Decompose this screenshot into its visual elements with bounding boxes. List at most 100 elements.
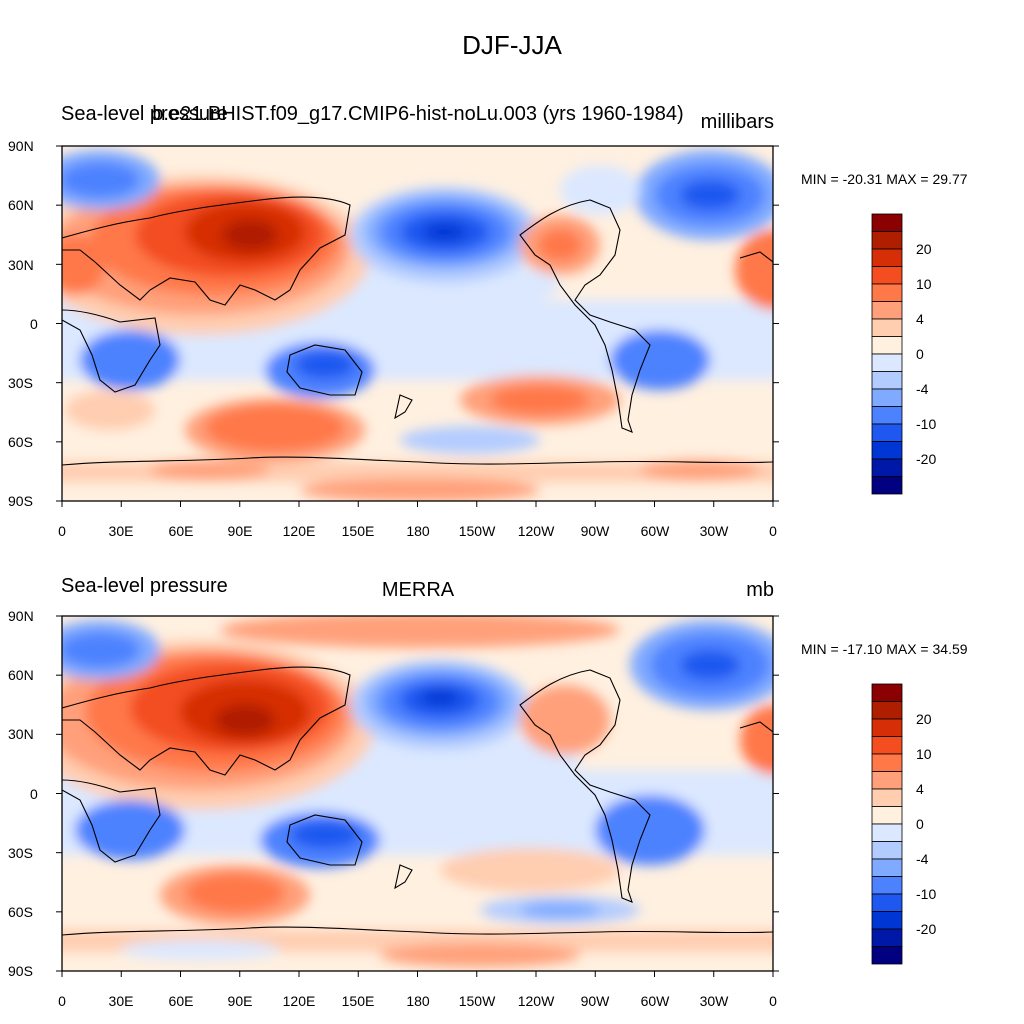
panel2-colorbar-label: -20 <box>916 921 937 937</box>
axis-ticks <box>56 145 779 977</box>
colorbar-swatch <box>871 388 903 407</box>
colorbar-swatch <box>871 476 903 495</box>
colorbar-swatch <box>871 266 903 285</box>
panel1-left-title: Sea-level pressure <box>61 103 228 125</box>
panel1-lon-tick: 30E <box>108 523 134 539</box>
panel1-lon-tick: 60W <box>640 523 670 539</box>
panel1-lat-tick: 0 <box>30 316 38 332</box>
panel1-colorbar-label: 10 <box>916 276 932 292</box>
panel2-lon-tick: 60W <box>640 993 670 1009</box>
panel1-lon-tick: 120E <box>282 523 316 539</box>
panel1-lon-tick: 90E <box>227 523 253 539</box>
panel1-minmax: MIN = -20.31 MAX = 29.77 <box>801 171 968 187</box>
colorbar-swatch <box>871 231 903 250</box>
panel1-lat-tick: 30S <box>8 375 33 391</box>
panel2-lon-tick: 30E <box>108 993 134 1009</box>
panel2-colorbar-label: 0 <box>916 816 924 832</box>
colorbar-swatch <box>871 823 903 842</box>
colorbar-swatch <box>871 701 903 720</box>
panel2-lon-tick: 0 <box>769 993 777 1009</box>
panel1-center-title: b.e21.BHIST.f09_g17.CMIP6-hist-noLu.003 … <box>152 103 684 125</box>
colorbar-swatch <box>871 928 903 947</box>
colorbar-swatch <box>871 283 903 302</box>
colorbar-swatch <box>871 353 903 372</box>
panel2-colorbar-label: 20 <box>916 711 932 727</box>
panel1-lon-tick: 150W <box>458 523 496 539</box>
panel2-colorbar <box>871 683 903 965</box>
panel2-lon-tick: 120W <box>517 993 555 1009</box>
panel1-lon-tick: 90W <box>580 523 610 539</box>
panel1-colorbar-label: 20 <box>916 241 932 257</box>
panel2-units: mb <box>746 579 774 601</box>
colorbar-swatch <box>871 946 903 965</box>
panel2-colorbar-label: -4 <box>916 851 929 867</box>
panel2-lon-tick: 150W <box>458 993 496 1009</box>
colorbar-swatch <box>871 788 903 807</box>
figure-title: DJF-JJA <box>462 30 562 60</box>
colorbar-swatch <box>871 771 903 790</box>
panel2-lat-tick: 60N <box>8 667 34 683</box>
colorbar-swatch <box>871 806 903 825</box>
panel2-lat-tick: 0 <box>30 786 38 802</box>
colorbar-swatch <box>871 458 903 477</box>
panel2-lat-tick: 30S <box>8 845 33 861</box>
colorbar-swatch <box>871 841 903 860</box>
panel2-lat-tick: 60S <box>8 904 33 920</box>
colorbar-swatch <box>871 683 903 702</box>
panel2-colorbar-label: 10 <box>916 746 932 762</box>
panel2-map <box>62 616 773 971</box>
panel2-left-title: Sea-level pressure <box>61 575 228 597</box>
panel1-lat-tick: 30N <box>8 257 34 273</box>
colorbar-swatch <box>871 736 903 755</box>
colorbar-swatch <box>871 858 903 877</box>
panel2-lon-tick: 150E <box>341 993 375 1009</box>
panel1-lon-tick: 30W <box>699 523 729 539</box>
panel2-lon-tick: 180 <box>406 993 430 1009</box>
panel2-colorbar-label: -10 <box>916 886 937 902</box>
panel2-colorbar-label: 4 <box>916 781 924 797</box>
colorbar-swatch <box>871 371 903 390</box>
panel2-center-title: MERRA <box>381 579 455 601</box>
colorbar-swatch <box>871 441 903 460</box>
panel1-lat-tick: 60S <box>8 434 33 450</box>
panel1-colorbar-label: 4 <box>916 311 924 327</box>
colorbar-swatch <box>871 893 903 912</box>
colorbar-swatch <box>871 718 903 737</box>
panel1-lat-tick: 90N <box>8 138 34 154</box>
panel2-lon-tick: 90W <box>580 993 610 1009</box>
panel1-colorbar-label: -10 <box>916 416 937 432</box>
panel2-lat-tick: 30N <box>8 726 34 742</box>
panel2-lon-tick: 120E <box>282 993 316 1009</box>
colorbar-swatch <box>871 318 903 337</box>
panel1-colorbar <box>871 213 903 495</box>
panel1-colorbar-label: -4 <box>916 381 929 397</box>
panel2-lat-tick: 90S <box>8 963 33 979</box>
panel1-lon-tick: 60E <box>168 523 194 539</box>
panel1-colorbar-label: 0 <box>916 346 924 362</box>
panel1-lat-tick: 60N <box>8 197 34 213</box>
panel1-lon-tick: 120W <box>517 523 555 539</box>
panel2-minmax: MIN = -17.10 MAX = 34.59 <box>801 641 968 657</box>
panel2-lon-tick: 0 <box>58 993 66 1009</box>
panel1-lon-tick: 0 <box>769 523 777 539</box>
colorbar-swatch <box>871 911 903 930</box>
panel1-lon-tick: 150E <box>341 523 375 539</box>
colorbar-swatch <box>871 423 903 442</box>
colorbar-swatch <box>871 213 903 232</box>
colorbar-swatch <box>871 876 903 895</box>
colorbar-swatch <box>871 248 903 267</box>
colorbar-swatch <box>871 301 903 320</box>
panel1-map <box>62 146 773 501</box>
colorbar-swatch <box>871 406 903 425</box>
colorbar-swatch <box>871 753 903 772</box>
panel2-lon-tick: 90E <box>227 993 253 1009</box>
panel1-colorbar-label: -20 <box>916 451 937 467</box>
panel1-lon-tick: 180 <box>406 523 430 539</box>
panel1-lon-tick: 0 <box>58 523 66 539</box>
panel1-lat-tick: 90S <box>8 493 33 509</box>
panel2-lat-tick: 90N <box>8 608 34 624</box>
panel2-lon-tick: 60E <box>168 993 194 1009</box>
panel1-units: millibars <box>700 111 774 133</box>
panel2-lon-tick: 30W <box>699 993 729 1009</box>
